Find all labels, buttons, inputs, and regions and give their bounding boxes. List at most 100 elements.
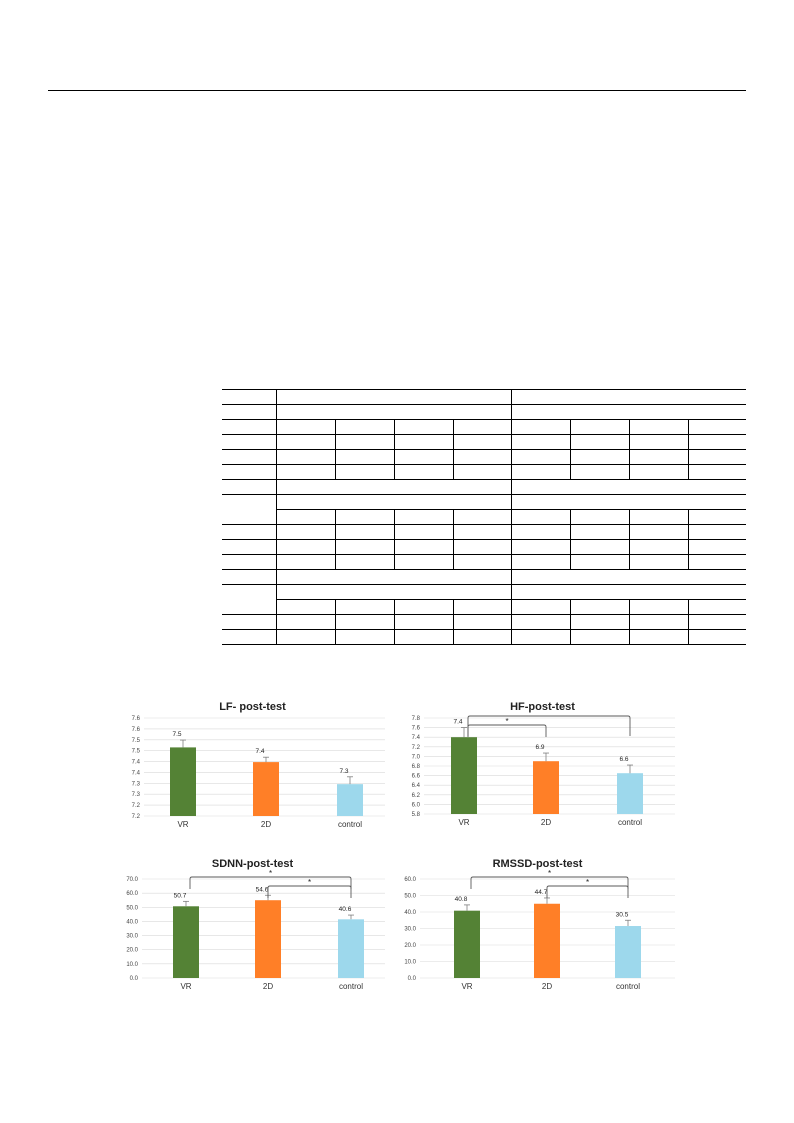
category-label: VR <box>458 818 469 827</box>
bar <box>170 747 196 816</box>
data-label: 40.8 <box>455 896 468 903</box>
y-tick-label: 7.4 <box>412 735 421 741</box>
y-tick-label: 0.0 <box>130 976 139 982</box>
y-tick-label: 7.4 <box>132 760 141 766</box>
y-tick-label: 7.3 <box>132 781 141 787</box>
data-label: 7.4 <box>255 748 264 755</box>
y-tick-label: 6.8 <box>412 764 421 770</box>
chart-title: HF-post-test <box>510 701 575 713</box>
lf-chart-svg: LF- post-test 7.2 7.2 7.3 7.3 7.4 7.4 7.5 7.5 7.6… <box>132 701 385 829</box>
significance-label: * <box>505 717 508 726</box>
data-label: 7.5 <box>172 731 181 738</box>
sdnn-chart-svg: SDNN-post-test 0.0 10.0 20.0 30.0 40.0 50.0 60.… <box>126 858 385 991</box>
bar <box>338 919 364 978</box>
hf-chart-svg: HF-post-test 5.8 6.0 6.2 6.4 6.6 6.8 7.0 7.2 7.4 7… <box>412 701 675 827</box>
y-tick-label: 6.4 <box>412 783 421 789</box>
sdnn-post-test-chart: SDNN-post-test 0.0 10.0 20.0 30.0 40.0 50.0 60.… <box>110 855 395 995</box>
data-label: 40.6 <box>339 906 352 913</box>
category-label: control <box>339 982 363 991</box>
y-tick-label: 7.0 <box>412 754 421 760</box>
data-label: 44.7 <box>535 889 548 896</box>
y-tick-label: 7.6 <box>132 716 141 722</box>
table-row <box>222 539 746 555</box>
table-row <box>222 419 746 435</box>
category-label: 2D <box>261 820 271 829</box>
table-row <box>222 584 746 615</box>
y-tick-label: 7.6 <box>132 727 141 733</box>
category-label: VR <box>180 982 191 991</box>
bar <box>615 926 641 978</box>
y-tick-label: 40.0 <box>404 910 416 916</box>
y-tick-label: 30.0 <box>404 927 416 933</box>
category-label: control <box>616 982 640 991</box>
chart-title: SDNN-post-test <box>212 858 294 870</box>
table-row <box>222 599 746 615</box>
significance-label: * <box>269 869 272 878</box>
table-row <box>222 464 746 480</box>
significance-bracket <box>467 715 631 736</box>
data-label: 50.7 <box>174 892 187 899</box>
y-tick-label: 7.3 <box>132 792 141 798</box>
table-row <box>222 614 746 630</box>
significance-label: * <box>308 878 311 887</box>
significance-bracket <box>546 885 629 898</box>
bar <box>337 784 363 816</box>
chart-title: LF- post-test <box>219 701 286 713</box>
header-rule <box>48 90 746 91</box>
y-tick-label: 50.0 <box>126 905 138 911</box>
bar <box>454 910 480 978</box>
table-row <box>222 479 746 495</box>
table-row <box>222 569 746 585</box>
data-label: 6.9 <box>535 744 544 751</box>
category-label: 2D <box>263 982 273 991</box>
y-tick-label: 7.2 <box>412 745 421 751</box>
y-tick-label: 20.0 <box>404 943 416 949</box>
significance-bracket <box>470 876 629 889</box>
significance-bracket <box>189 876 352 889</box>
y-tick-label: 7.5 <box>132 738 141 744</box>
y-tick-label: 60.0 <box>126 891 138 897</box>
significance-bracket <box>467 724 547 737</box>
y-tick-label: 7.6 <box>412 726 421 732</box>
bar <box>534 903 560 978</box>
y-tick-label: 7.2 <box>132 803 141 809</box>
data-label: 30.5 <box>616 911 629 918</box>
hf-post-test-chart: HF-post-test 5.8 6.0 6.2 6.4 6.6 6.8 7.0 7.2 7.4 7… <box>400 698 685 833</box>
data-label: 6.6 <box>619 756 628 763</box>
table-row <box>222 449 746 465</box>
significance-bracket <box>267 885 352 898</box>
bar <box>451 737 477 814</box>
y-tick-label: 40.0 <box>126 919 138 925</box>
data-label: 7.4 <box>453 719 462 726</box>
bar <box>617 773 643 814</box>
y-tick-label: 7.8 <box>412 716 421 722</box>
category-label: control <box>338 820 362 829</box>
y-tick-label: 0.0 <box>408 976 417 982</box>
y-tick-label: 6.6 <box>412 774 421 780</box>
y-tick-label: 5.8 <box>412 812 421 818</box>
y-tick-label: 10.0 <box>404 960 416 966</box>
category-label: VR <box>461 982 472 991</box>
y-tick-label: 20.0 <box>126 948 138 954</box>
y-tick-label: 7.5 <box>132 749 141 755</box>
table-row <box>222 629 746 645</box>
table-row <box>222 404 746 420</box>
bar <box>533 761 559 814</box>
category-label: 2D <box>541 818 551 827</box>
table-row <box>222 389 746 405</box>
data-label: 7.3 <box>339 768 348 775</box>
y-tick-label: 30.0 <box>126 934 138 940</box>
lf-post-test-chart: LF- post-test 7.2 7.2 7.3 7.3 7.4 7.4 7.5 7.5 7.6… <box>110 698 395 833</box>
bar <box>173 906 199 978</box>
chart-title: RMSSD-post-test <box>493 858 583 870</box>
y-tick-label: 7.4 <box>132 770 141 776</box>
table-row <box>222 509 746 525</box>
rmssd-post-test-chart: RMSSD-post-test 0.0 10.0 20.0 30.0 40.0 50.0 60… <box>390 855 685 995</box>
y-tick-label: 60.0 <box>404 877 416 883</box>
table-row <box>222 554 746 570</box>
y-tick-label: 10.0 <box>126 962 138 968</box>
bar <box>255 900 281 978</box>
rmssd-chart-svg: RMSSD-post-test 0.0 10.0 20.0 30.0 40.0 50.0 60… <box>404 858 675 991</box>
bar <box>253 762 279 816</box>
y-tick-label: 6.2 <box>412 793 421 799</box>
